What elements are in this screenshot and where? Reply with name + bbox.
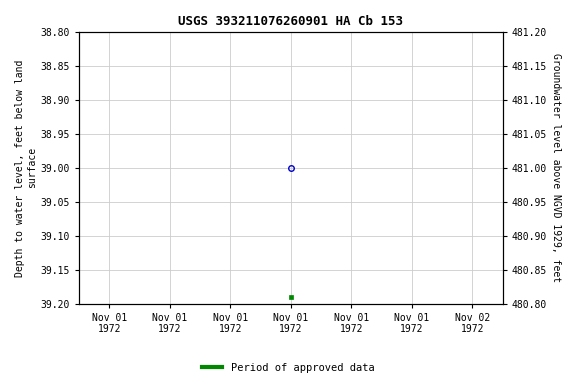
Legend: Period of approved data: Period of approved data xyxy=(198,359,378,377)
Y-axis label: Groundwater level above NGVD 1929, feet: Groundwater level above NGVD 1929, feet xyxy=(551,53,561,283)
Y-axis label: Depth to water level, feet below land
surface: Depth to water level, feet below land su… xyxy=(15,59,37,276)
Title: USGS 393211076260901 HA Cb 153: USGS 393211076260901 HA Cb 153 xyxy=(179,15,403,28)
